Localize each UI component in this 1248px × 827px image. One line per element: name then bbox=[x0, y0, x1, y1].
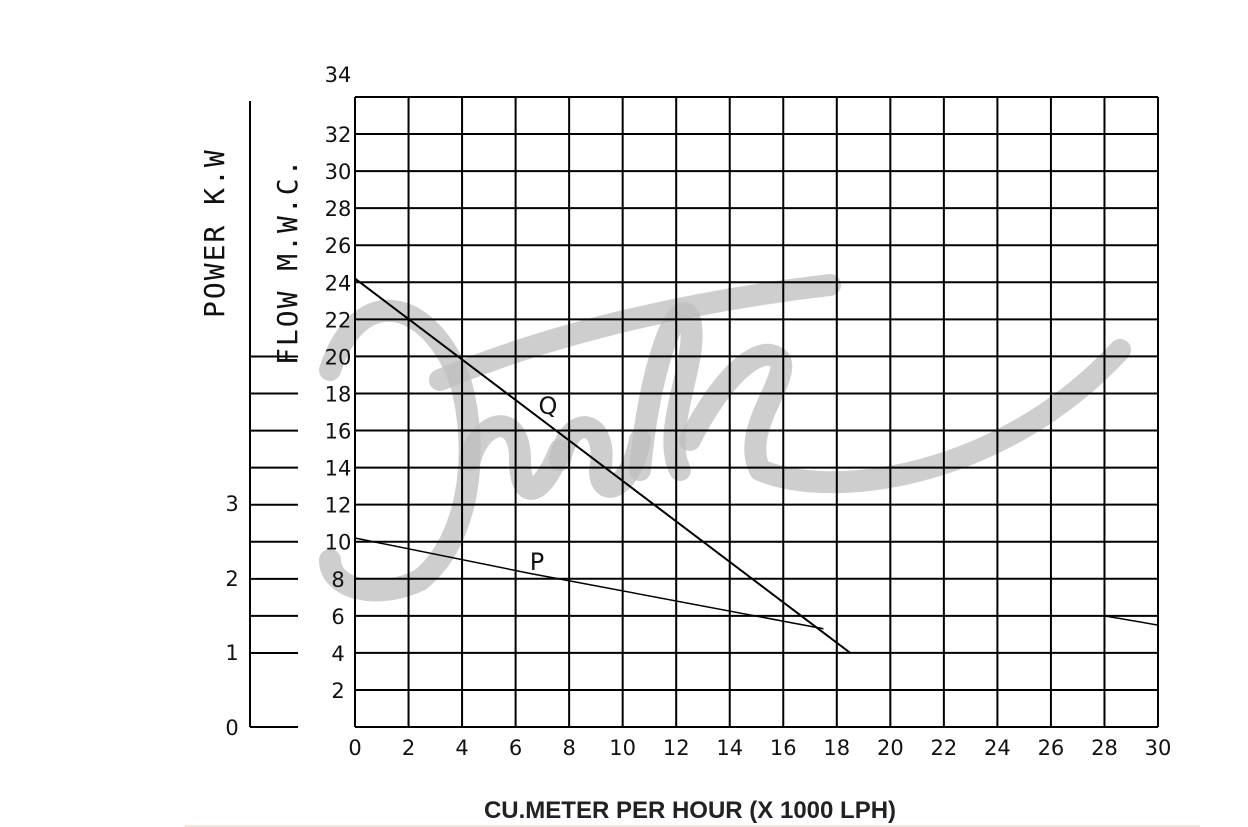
x-tick-label: 12 bbox=[663, 736, 690, 760]
y-tick-label: 18 bbox=[325, 382, 352, 406]
series-lines: QP bbox=[354, 277, 1159, 654]
x-tick-label: 14 bbox=[716, 736, 743, 760]
power-axis-title: POWER K.W bbox=[198, 148, 231, 318]
power-scale bbox=[249, 101, 298, 728]
series-line-fragment bbox=[1104, 615, 1159, 626]
x-tick-label: 16 bbox=[770, 736, 797, 760]
y-tick-label: 8 bbox=[331, 568, 344, 592]
x-tick-label: 18 bbox=[823, 736, 850, 760]
watermark-signature bbox=[319, 274, 1131, 602]
y-tick-label: 6 bbox=[331, 605, 344, 629]
y-tick-label: 26 bbox=[325, 234, 352, 258]
x-axis-title: CU.METER PER HOUR (X 1000 LPH) bbox=[484, 797, 896, 824]
series-label-q: Q bbox=[539, 392, 558, 420]
x-tick-label: 30 bbox=[1145, 736, 1172, 760]
x-tick-label: 6 bbox=[509, 736, 522, 760]
x-tick-label: 8 bbox=[562, 736, 575, 760]
y-tick-label: 32 bbox=[325, 123, 352, 147]
y-tick-label: 4 bbox=[331, 642, 344, 666]
y-tick-label: 10 bbox=[325, 531, 352, 555]
y-tick-label: 12 bbox=[325, 494, 352, 518]
y-tick-label: 2 bbox=[331, 679, 344, 703]
y-tick-label: 30 bbox=[325, 160, 352, 184]
plot-grid bbox=[354, 96, 1159, 728]
x-tick-label: 0 bbox=[348, 736, 361, 760]
x-tick-label: 2 bbox=[402, 736, 415, 760]
y-tick-label: 22 bbox=[325, 308, 352, 332]
y-tick-label: 16 bbox=[325, 420, 352, 444]
x-tick-label: 26 bbox=[1038, 736, 1065, 760]
x-tick-label: 10 bbox=[609, 736, 636, 760]
y-tick-label: 14 bbox=[325, 457, 352, 481]
power-tick-label: 3 bbox=[225, 492, 238, 516]
y-tick-label: 34 bbox=[325, 63, 352, 87]
power-tick-label: 0 bbox=[225, 716, 238, 740]
head-axis-title: FLOW M.W.C. bbox=[271, 158, 304, 365]
power-tick-label: 1 bbox=[225, 641, 238, 665]
tick-labels: 0 2 4 6 8 10 12 14 16 18 20 22 24 26 28 302468101214161… bbox=[225, 63, 1171, 760]
x-tick-label: 22 bbox=[930, 736, 957, 760]
x-tick-label: 24 bbox=[984, 736, 1011, 760]
y-tick-label: 20 bbox=[325, 345, 352, 369]
series-label-p: P bbox=[530, 548, 544, 576]
series-line-q bbox=[354, 277, 851, 654]
power-tick-label: 2 bbox=[225, 567, 238, 591]
y-tick-label: 28 bbox=[325, 197, 352, 221]
x-tick-label: 4 bbox=[455, 736, 468, 760]
y-tick-label: 24 bbox=[325, 271, 352, 295]
series-line-p bbox=[354, 537, 824, 630]
x-tick-label: 28 bbox=[1091, 736, 1118, 760]
x-tick-label: 20 bbox=[877, 736, 904, 760]
